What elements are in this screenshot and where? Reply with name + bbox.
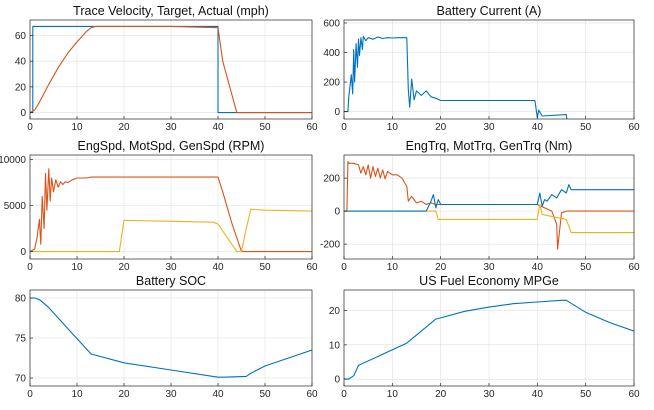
y-tick-label: 0 <box>20 108 26 119</box>
chart-title: Battery SOC <box>136 274 206 288</box>
x-tick-label: 40 <box>212 262 224 273</box>
x-tick-label: 10 <box>387 262 399 273</box>
series-line-mpge <box>344 299 634 380</box>
x-tick-label: 0 <box>341 122 347 133</box>
chart-title: Battery Current (A) <box>437 4 542 18</box>
chart-panel-1: 0 10 20 30 40 50 60 0 20 40 60 Trace Velocity, Targ… <box>15 4 318 133</box>
series-line-motspd <box>30 208 312 253</box>
y-tick-label: 5000 <box>4 201 27 212</box>
y-tick-label: 400 <box>323 48 340 59</box>
x-tick-label: 40 <box>532 262 544 273</box>
series-line-engspd <box>30 168 312 253</box>
x-tick-label: 60 <box>306 122 318 133</box>
y-tick-label: 20 <box>329 306 341 317</box>
x-tick-label: 0 <box>341 262 347 273</box>
chart-panel-5: 0 10 20 30 40 50 60 70 75 80 Battery SOC <box>15 274 318 400</box>
x-tick-label: 30 <box>483 389 495 400</box>
chart-title: EngSpd, MotSpd, GenSpd (RPM) <box>78 139 265 153</box>
x-tick-label: 50 <box>259 262 271 273</box>
x-tick-label: 0 <box>27 122 33 133</box>
x-tick-label: 30 <box>165 389 177 400</box>
x-tick-label: 10 <box>71 389 83 400</box>
x-tick-label: 20 <box>118 122 130 133</box>
x-tick-label: 50 <box>580 262 592 273</box>
y-tick-label: 600 <box>323 18 340 29</box>
x-tick-label: 40 <box>532 389 544 400</box>
x-tick-label: 60 <box>628 389 640 400</box>
y-tick-label: 200 <box>323 174 340 185</box>
x-tick-label: 0 <box>341 389 347 400</box>
x-tick-label: 60 <box>628 262 640 273</box>
x-tick-label: 50 <box>580 389 592 400</box>
x-tick-label: 40 <box>532 122 544 133</box>
x-tick-label: 10 <box>71 262 83 273</box>
x-tick-label: 30 <box>483 262 495 273</box>
x-tick-label: 30 <box>165 122 177 133</box>
x-tick-label: 30 <box>165 262 177 273</box>
x-tick-label: 20 <box>118 389 130 400</box>
x-tick-label: 40 <box>212 389 224 400</box>
x-tick-label: 20 <box>435 262 447 273</box>
y-tick-label: 40 <box>15 57 27 68</box>
x-tick-label: 20 <box>435 389 447 400</box>
series-line-battery-current <box>344 35 568 119</box>
chart-panel-6: 0 10 20 30 40 50 60 0 10 20 US Fuel Economy MPGe <box>329 274 640 400</box>
y-tick-label: 0 <box>334 107 340 118</box>
x-tick-label: 0 <box>27 262 33 273</box>
x-tick-label: 30 <box>483 122 495 133</box>
chart-title: Trace Velocity, Target, Actual (mph) <box>73 4 269 18</box>
x-tick-label: 20 <box>118 262 130 273</box>
x-tick-label: 60 <box>628 122 640 133</box>
y-tick-label: -200 <box>320 240 340 251</box>
x-tick-label: 50 <box>259 122 271 133</box>
chart-title: EngTrq, MotTrq, GenTrq (Nm) <box>406 139 573 153</box>
chart-panel-3: 0 10 20 30 40 50 60 0 5000 10000 EngSpd, MotSpd, G… <box>0 139 318 273</box>
y-tick-label: 0 <box>20 247 26 258</box>
series-line-gentrq <box>344 184 634 212</box>
x-tick-label: 40 <box>212 122 224 133</box>
x-tick-label: 10 <box>387 389 399 400</box>
y-tick-label: 0 <box>334 375 340 386</box>
y-tick-label: 10000 <box>0 155 26 166</box>
x-tick-label: 50 <box>259 389 271 400</box>
x-tick-label: 10 <box>71 122 83 133</box>
x-tick-label: 10 <box>387 122 399 133</box>
y-tick-label: 200 <box>323 78 340 89</box>
series-line-actual <box>30 25 312 114</box>
y-tick-label: 70 <box>15 374 27 385</box>
x-tick-label: 20 <box>435 122 447 133</box>
x-tick-label: 60 <box>306 389 318 400</box>
y-tick-label: 0 <box>334 207 340 218</box>
y-tick-label: 80 <box>15 294 27 305</box>
y-tick-label: 60 <box>15 31 27 42</box>
x-tick-label: 0 <box>27 389 33 400</box>
x-tick-label: 60 <box>306 262 318 273</box>
x-tick-label: 50 <box>580 122 592 133</box>
y-tick-label: 10 <box>329 340 341 351</box>
y-tick-label: 75 <box>15 334 27 345</box>
y-tick-label: 20 <box>15 82 27 93</box>
series-line-battery-soc <box>30 297 312 378</box>
chart-title: US Fuel Economy MPGe <box>419 274 559 288</box>
